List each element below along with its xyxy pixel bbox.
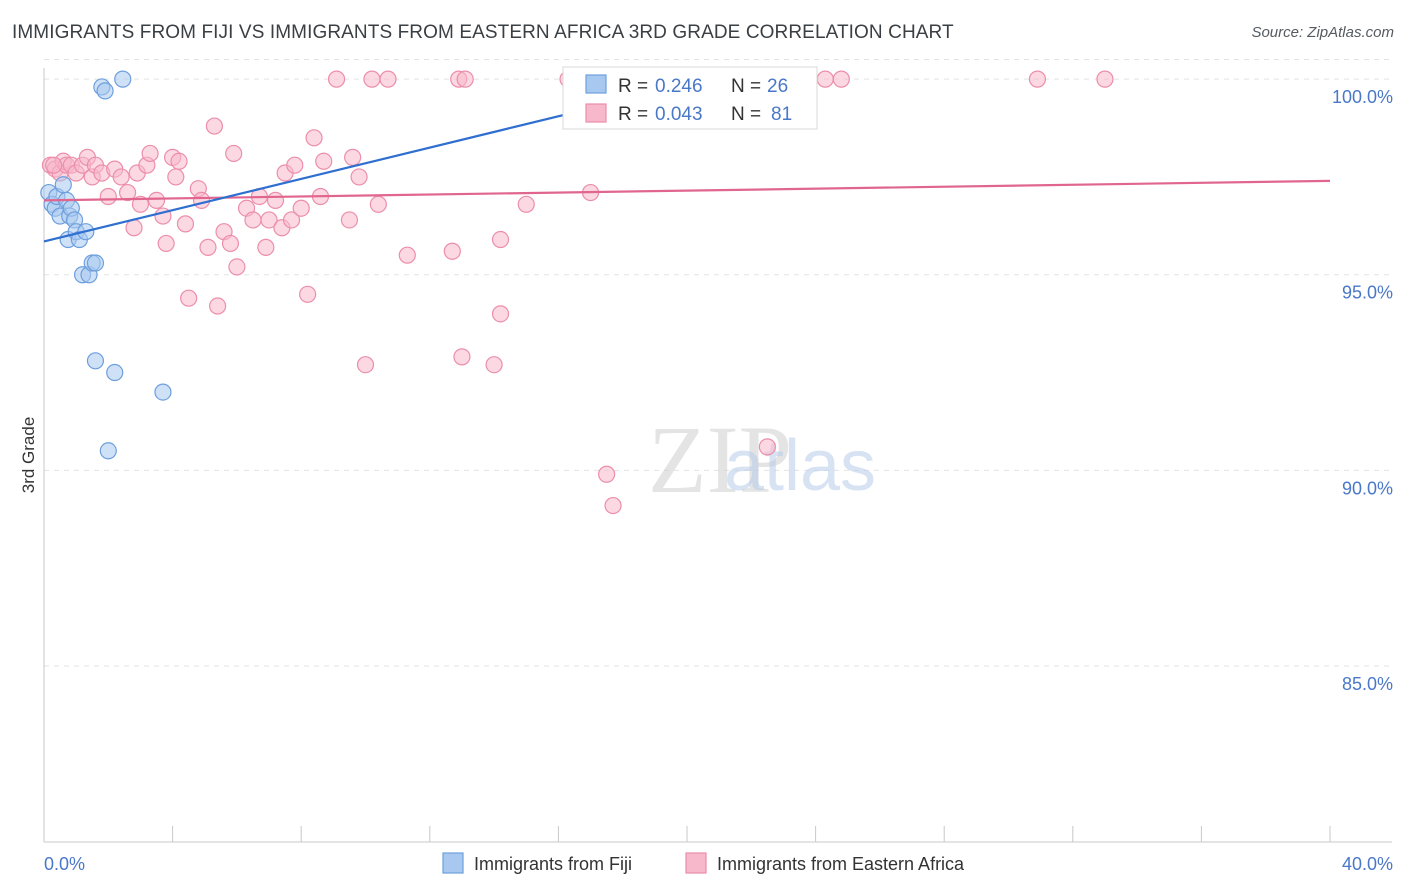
eastern-africa-point-25: [167, 168, 185, 186]
eastern-africa-point-50: [305, 129, 323, 147]
legend-r-label-eastern-africa: R =: [618, 104, 648, 125]
legend-swatch-fiji: [585, 74, 607, 94]
eastern-africa-point-62: [443, 242, 461, 260]
chart-title: IMMIGRANTS FROM FIJI VS IMMIGRANTS FROM …: [12, 22, 954, 43]
eastern-africa-point-16: [125, 219, 143, 237]
eastern-africa-point-65: [456, 70, 474, 88]
bottom-legend: Immigrants from Fiji Immigrants from Eas…: [442, 852, 965, 874]
eastern-africa-point-61: [398, 246, 416, 264]
eastern-africa-point-27: [176, 215, 195, 233]
eastern-africa-point-39: [244, 211, 262, 229]
fiji-point-24: [154, 383, 172, 401]
eastern-africa-point-78: [1028, 70, 1047, 88]
eastern-africa-point-30: [192, 191, 211, 209]
eastern-africa-point-76: [816, 70, 834, 88]
eastern-africa-point-55: [344, 148, 362, 166]
trend-line-eastern-africa: [43, 179, 1331, 202]
eastern-africa-point-59: [369, 195, 387, 213]
fiji-point-23: [114, 70, 132, 88]
eastern-africa-point-64: [453, 348, 471, 366]
eastern-africa-point-20: [141, 144, 159, 163]
bottom-legend-swatch-eastern-africa: [685, 852, 707, 874]
legend-n-value-eastern-africa: 81: [771, 104, 792, 125]
eastern-africa-point-47: [286, 156, 304, 174]
fiji-point-21: [99, 442, 117, 460]
eastern-africa-point-36: [225, 144, 243, 163]
eastern-africa-point-56: [350, 168, 368, 186]
bottom-legend-swatch-fiji: [442, 852, 464, 874]
legend-r-label-fiji: R =: [618, 76, 648, 97]
x-tick-label-min: 0.0%: [44, 854, 85, 874]
y-tick-label-85: 85.0%: [1342, 674, 1393, 694]
fiji-point-20: [96, 82, 114, 100]
fiji-point-22: [106, 363, 124, 382]
fiji-point-5: [54, 176, 72, 194]
eastern-africa-point-32: [205, 117, 223, 135]
eastern-africa-point-74: [758, 438, 776, 456]
fiji-point-17: [86, 254, 105, 272]
eastern-africa-point-43: [266, 191, 285, 209]
eastern-africa-point-41: [257, 238, 275, 256]
eastern-africa-point-73: [604, 496, 622, 515]
eastern-africa-point-26: [170, 152, 188, 170]
eastern-africa-point-48: [292, 199, 310, 217]
eastern-africa-point-77: [832, 70, 850, 88]
eastern-africa-point-79: [1096, 70, 1114, 88]
y-axis-label: 3rd Grade: [19, 417, 38, 494]
eastern-africa-point-67: [491, 230, 510, 249]
legend-box: R = 0.246 N = 26 R = 0.043 N = 81: [562, 66, 818, 130]
eastern-africa-point-49: [299, 285, 317, 303]
fiji-point-18: [86, 352, 105, 370]
eastern-africa-point-60: [379, 70, 397, 88]
eastern-africa-point-80: [45, 156, 63, 174]
eastern-africa-point-28: [180, 289, 198, 307]
series-eastern-africa-points: [41, 70, 1114, 515]
eastern-africa-point-52: [315, 152, 333, 170]
eastern-africa-point-58: [363, 70, 381, 88]
legend-r-value-fiji: 0.246: [655, 76, 703, 97]
x-tick-label-max: 40.0%: [1342, 854, 1393, 874]
legend-r-value-eastern-africa: 0.043: [655, 104, 703, 125]
eastern-africa-point-46: [282, 211, 301, 229]
legend-swatch-eastern-africa: [585, 103, 607, 123]
y-tick-label-95: 95.0%: [1342, 283, 1393, 303]
source-credit: Source: ZipAtlas.com: [1251, 24, 1394, 41]
eastern-africa-point-57: [356, 356, 375, 374]
legend-n-label-eastern-africa: N =: [731, 104, 761, 125]
eastern-africa-point-14: [112, 168, 130, 186]
legend-n-label-fiji: N =: [731, 76, 761, 97]
eastern-africa-point-12: [99, 187, 117, 206]
eastern-africa-point-68: [491, 305, 510, 323]
legend-n-value-fiji: 26: [767, 76, 788, 97]
eastern-africa-point-33: [209, 297, 227, 315]
bottom-legend-label-fiji: Immigrants from Fiji: [474, 854, 632, 874]
eastern-africa-point-72: [598, 465, 616, 483]
eastern-africa-point-35: [221, 234, 240, 253]
eastern-africa-point-15: [118, 183, 137, 202]
tick-labels: 85.0% 90.0% 95.0% 100.0% 0.0% 40.0%: [44, 87, 1393, 874]
eastern-africa-point-66: [485, 356, 503, 374]
watermark-zip: ZIP: [648, 406, 792, 513]
eastern-africa-point-31: [199, 238, 217, 256]
eastern-africa-point-54: [340, 211, 359, 229]
watermark-atlas: atlas: [724, 426, 876, 506]
grid-lines: [44, 59, 1392, 667]
bottom-legend-label-eastern-africa: Immigrants from Eastern Africa: [717, 854, 965, 874]
y-tick-label-90: 90.0%: [1342, 478, 1393, 498]
eastern-africa-point-37: [228, 258, 246, 276]
y-tick-label-100: 100.0%: [1332, 87, 1393, 107]
eastern-africa-point-42: [260, 211, 278, 229]
eastern-africa-point-18: [131, 195, 150, 213]
eastern-africa-point-69: [517, 195, 535, 213]
eastern-africa-point-21: [147, 191, 166, 209]
eastern-africa-point-23: [157, 234, 175, 253]
eastern-africa-point-53: [327, 70, 346, 88]
